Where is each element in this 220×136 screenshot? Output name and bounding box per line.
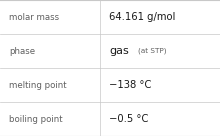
Text: boiling point: boiling point bbox=[9, 115, 62, 123]
Text: −0.5 °C: −0.5 °C bbox=[109, 114, 148, 124]
Text: 64.161 g/mol: 64.161 g/mol bbox=[109, 12, 175, 22]
Text: molar mass: molar mass bbox=[9, 13, 59, 21]
Text: melting point: melting point bbox=[9, 81, 66, 89]
Text: gas: gas bbox=[109, 46, 129, 56]
Text: (at STP): (at STP) bbox=[138, 48, 166, 54]
Text: phase: phase bbox=[9, 47, 35, 55]
Text: −138 °C: −138 °C bbox=[109, 80, 151, 90]
